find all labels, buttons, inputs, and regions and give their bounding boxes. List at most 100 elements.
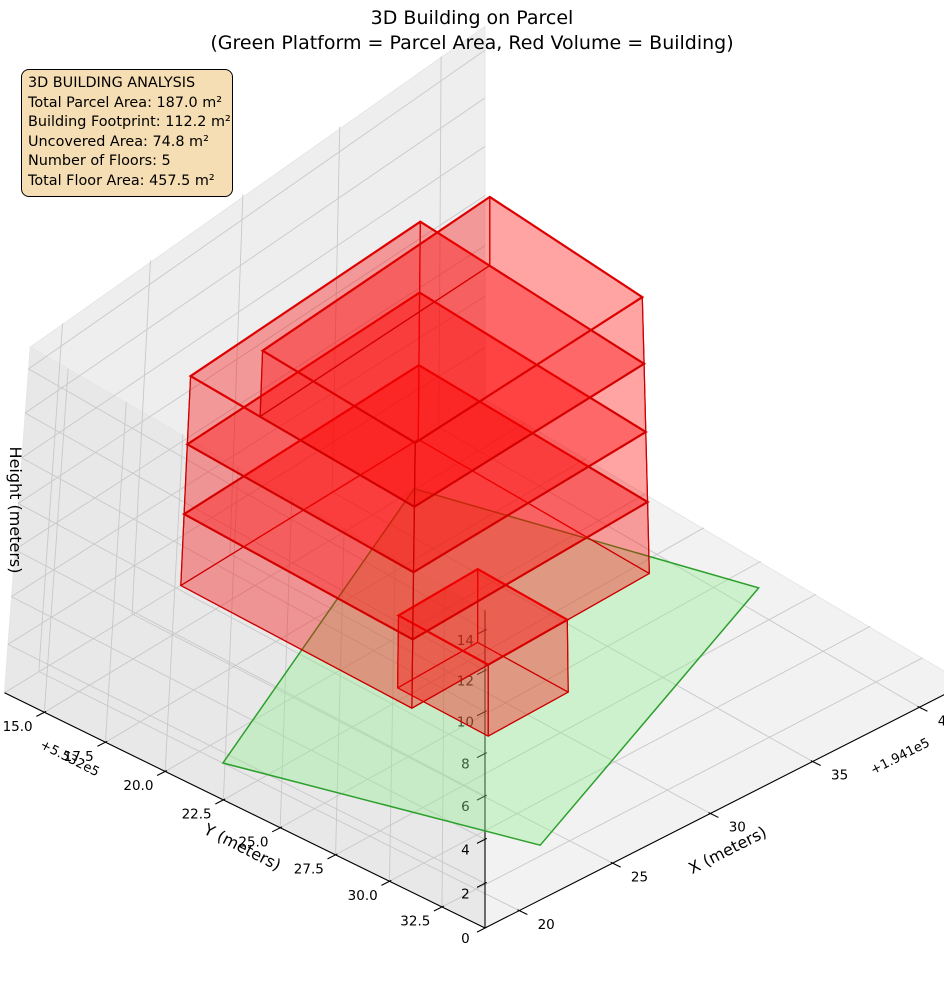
tick-labels: 202530354015.017.520.022.525.027.530.032… [3,633,944,947]
y-tick [381,879,392,886]
y-tick-label: 25.0 [238,834,268,850]
grid-line-x-floor [229,553,711,814]
grid-line-x-wall [438,56,442,428]
grid-line-x-wall [229,194,244,554]
y-axis-label: Y (meters) [200,819,284,874]
grid-line-z-left [21,457,486,713]
z-tick [476,794,488,801]
y-tick-label: 27.5 [294,861,324,877]
floor-1-box [396,567,570,737]
z-tick [476,669,488,676]
x-tick-label: 25 [631,869,648,885]
y-tick [36,710,47,717]
grid-line-z-left [24,412,486,671]
grid-line-z-left [28,368,486,631]
grid-line-z-left [11,596,486,840]
grid-line-z-right [7,347,486,645]
z-tick-label: 0 [461,931,470,947]
y-tick-label: 22.5 [182,807,212,823]
y-tick [433,905,445,912]
grid-line-z-right [18,195,486,504]
grid-line-x-floor [331,491,813,762]
x-tick-label: 20 [538,917,555,933]
x-axis-line [484,694,944,929]
grid-line-x-floor [131,613,613,864]
floor-5-top-outline [260,195,645,445]
z-tick [476,926,488,933]
y-tick-label: 20.0 [123,778,153,794]
x-tick [810,760,821,766]
grid-line-y-wall [389,557,396,882]
info-number-of-floors: Number of Floors: 5 [28,153,171,170]
grid-line-z-right [14,245,486,551]
z-tick [476,752,488,759]
x-tick [610,861,621,868]
y-tick [327,853,338,860]
grid-line-x-floor [438,427,920,708]
grid-line-y-floor [44,422,526,713]
grid-line-x-floor [38,671,520,911]
grid-line-y-floor [441,657,923,908]
x-tick [917,705,928,712]
z-tick [476,710,488,717]
parcel-polygon [221,487,761,847]
y-tick-label: 32.5 [400,914,430,930]
z-axis-label: Height (meters) [6,447,25,574]
grid-line-z-right [11,295,486,598]
info-uncovered-area: Uncovered Area: 74.8 m² [28,133,209,150]
grid-lines [4,49,923,929]
x-tick-label: 30 [729,820,746,836]
grid-line-z-left [18,502,486,754]
z-tick-label: 12 [457,674,474,690]
grid-line-x-wall [38,323,63,672]
grid-line-z-right [28,49,486,370]
z-tick-label: 4 [461,842,470,858]
grid-line-y-wall [222,466,239,800]
grid-line-y-wall [335,527,345,855]
grid-line-z-right [21,146,486,459]
x-tick [708,812,719,818]
y-tick-label: 15.0 [3,719,33,735]
building-volume [180,195,650,737]
grid-line-y-floor [105,458,587,743]
grid-line-y-wall [279,497,293,828]
grid-line-z-left [7,643,486,884]
info-total-parcel-area: Total Parcel Area: 187.0 m² [28,94,223,111]
y-tick [156,770,168,776]
z-tick-label: 6 [461,799,470,815]
z-tick-label: 14 [457,633,474,649]
y-axis-line [4,692,486,929]
parcel-platform [221,487,761,847]
floor-5-box [259,195,645,508]
y-tick [215,798,226,805]
z-tick [476,881,488,888]
z-tick-label: 2 [461,886,470,902]
grid-line-y-floor [389,626,871,882]
y-tick-label: 17.5 [64,749,94,765]
x-axis-label: X (meters) [685,822,769,878]
grid-line-y-floor [164,493,646,772]
x-tick-label: 35 [831,768,848,784]
z-tick-label: 8 [461,757,470,773]
tick-marks [36,628,928,933]
y-tick [97,740,108,747]
grid-line-y-floor [335,593,817,856]
grid-line-y-wall [164,434,184,772]
grid-line-x-wall [131,260,151,614]
info-heading: 3D BUILDING ANALYSIS [28,75,196,91]
grid-line-y-wall [43,368,69,713]
chart-subtitle: (Green Platform = Parcel Area, Red Volum… [210,32,734,54]
grid-line-y-wall [105,401,127,743]
y-tick [271,826,283,833]
y-tick-label: 30.0 [348,888,378,904]
analysis-info-box: 3D BUILDING ANALYSIS Total Parcel Area: … [21,69,233,197]
info-building-footprint: Building Footprint: 112.2 m² [28,114,231,131]
grid-line-y-floor [223,527,705,801]
grid-line-y-floor [279,560,761,829]
z-tick [476,628,488,635]
grid-line-x-wall [331,126,341,492]
z-tick [476,837,488,844]
grid-line-z-right [24,97,486,414]
x-tick [517,909,528,916]
